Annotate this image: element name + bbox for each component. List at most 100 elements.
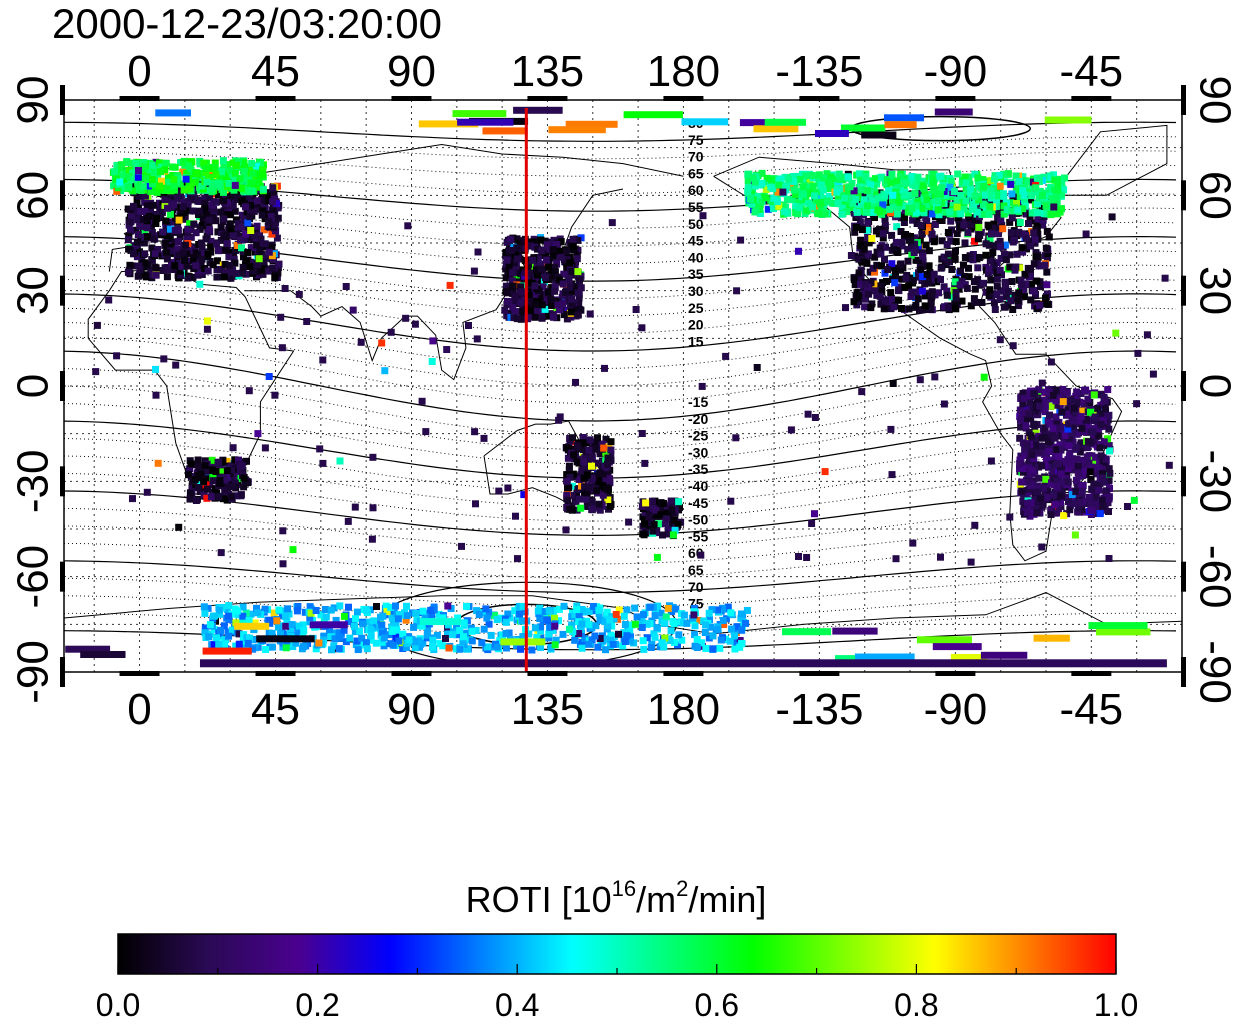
roti-cell [456, 645, 464, 653]
roti-cell [565, 466, 573, 474]
roti-cell [229, 232, 237, 239]
roti-cell [541, 237, 549, 245]
roti-cell [156, 168, 164, 176]
roti-cell [664, 604, 672, 612]
roti-cell [1106, 447, 1113, 455]
roti-cell [181, 157, 188, 165]
roti-cell [758, 169, 766, 177]
roti-cell [908, 205, 916, 212]
roti-cell [594, 643, 602, 651]
roti-cell [726, 637, 734, 645]
roti-cell [270, 255, 277, 263]
roti-cell [861, 280, 869, 288]
roti-cell [1057, 470, 1065, 478]
roti-cell [647, 644, 655, 651]
roti-cell [139, 159, 147, 166]
roti-cell [840, 124, 886, 132]
roti-cell [257, 202, 265, 210]
roti-cell [1002, 281, 1009, 289]
roti-cell [879, 230, 887, 238]
roti-cell [211, 164, 219, 172]
roti-cell [881, 192, 889, 200]
roti-cell [905, 305, 913, 313]
roti-cell [809, 203, 816, 211]
roti-cell [223, 240, 231, 248]
roti-cell [1062, 474, 1070, 482]
roti-cell [321, 606, 329, 613]
roti-cell [864, 234, 872, 241]
roti-cell [149, 201, 157, 209]
roti-cell [1019, 286, 1027, 294]
roti-cell [265, 267, 273, 275]
roti-cell [876, 225, 884, 233]
roti-cell [674, 521, 682, 528]
roti-cell [1073, 430, 1081, 438]
roti-cell [907, 191, 915, 199]
roti-cell [993, 290, 1001, 298]
roti-cell [537, 260, 545, 268]
roti-cell [861, 303, 869, 311]
roti-cell [661, 619, 668, 627]
roti-cell [954, 170, 962, 178]
magnetic-latitude-contour [63, 385, 1177, 451]
roti-cell [922, 214, 930, 222]
roti-cell [819, 186, 827, 194]
roti-cell [1161, 274, 1169, 282]
roti-cell [604, 454, 612, 462]
roti-cell [796, 176, 804, 183]
roti-cell [842, 304, 849, 312]
roti-cell [231, 169, 239, 177]
roti-cell [175, 523, 183, 531]
roti-cell [1069, 429, 1077, 437]
roti-cell [549, 252, 557, 260]
roti-cell [174, 194, 181, 202]
roti-cell [273, 617, 281, 625]
roti-cell [167, 247, 175, 255]
roti-cell [269, 184, 277, 192]
roti-cell [249, 267, 257, 275]
roti-cell [268, 643, 276, 651]
roti-cell [573, 606, 581, 614]
roti-cell [638, 324, 646, 332]
roti-cell [221, 487, 229, 495]
roti-cell [971, 237, 978, 245]
roti-cell [1018, 244, 1026, 252]
roti-cell [804, 410, 812, 418]
roti-cell [724, 603, 732, 611]
roti-cell [537, 236, 545, 244]
roti-cell [1071, 500, 1079, 508]
roti-cell [254, 609, 262, 617]
roti-cell [942, 191, 950, 199]
roti-cell [271, 391, 279, 399]
roti-cell [1096, 444, 1104, 452]
roti-cell [565, 276, 573, 284]
roti-cell [645, 514, 653, 522]
roti-cell [274, 623, 282, 631]
roti-cell [1091, 413, 1099, 421]
roti-cell [967, 558, 975, 566]
roti-cell [588, 636, 596, 644]
roti-cell [186, 220, 194, 228]
roti-cell [705, 634, 713, 642]
roti-cell [356, 627, 364, 635]
roti-cell [188, 179, 195, 187]
roti-cell [769, 185, 777, 193]
roti-cell [292, 639, 300, 647]
roti-cell [389, 626, 397, 634]
roti-cell [931, 192, 939, 199]
roti-cell [925, 208, 933, 216]
roti-cell [764, 205, 772, 213]
roti-cell [1038, 543, 1046, 551]
roti-cell [920, 209, 928, 217]
roti-cell [126, 261, 134, 269]
roti-cell [1028, 280, 1035, 288]
roti-cell [202, 164, 210, 172]
roti-cell [1083, 423, 1091, 430]
roti-cell [247, 244, 255, 252]
roti-cell [442, 635, 449, 642]
roti-cell [542, 251, 549, 259]
roti-cell [227, 225, 235, 233]
roti-cell [980, 279, 987, 287]
roti-cell [638, 624, 646, 631]
roti-cell [1149, 370, 1157, 378]
